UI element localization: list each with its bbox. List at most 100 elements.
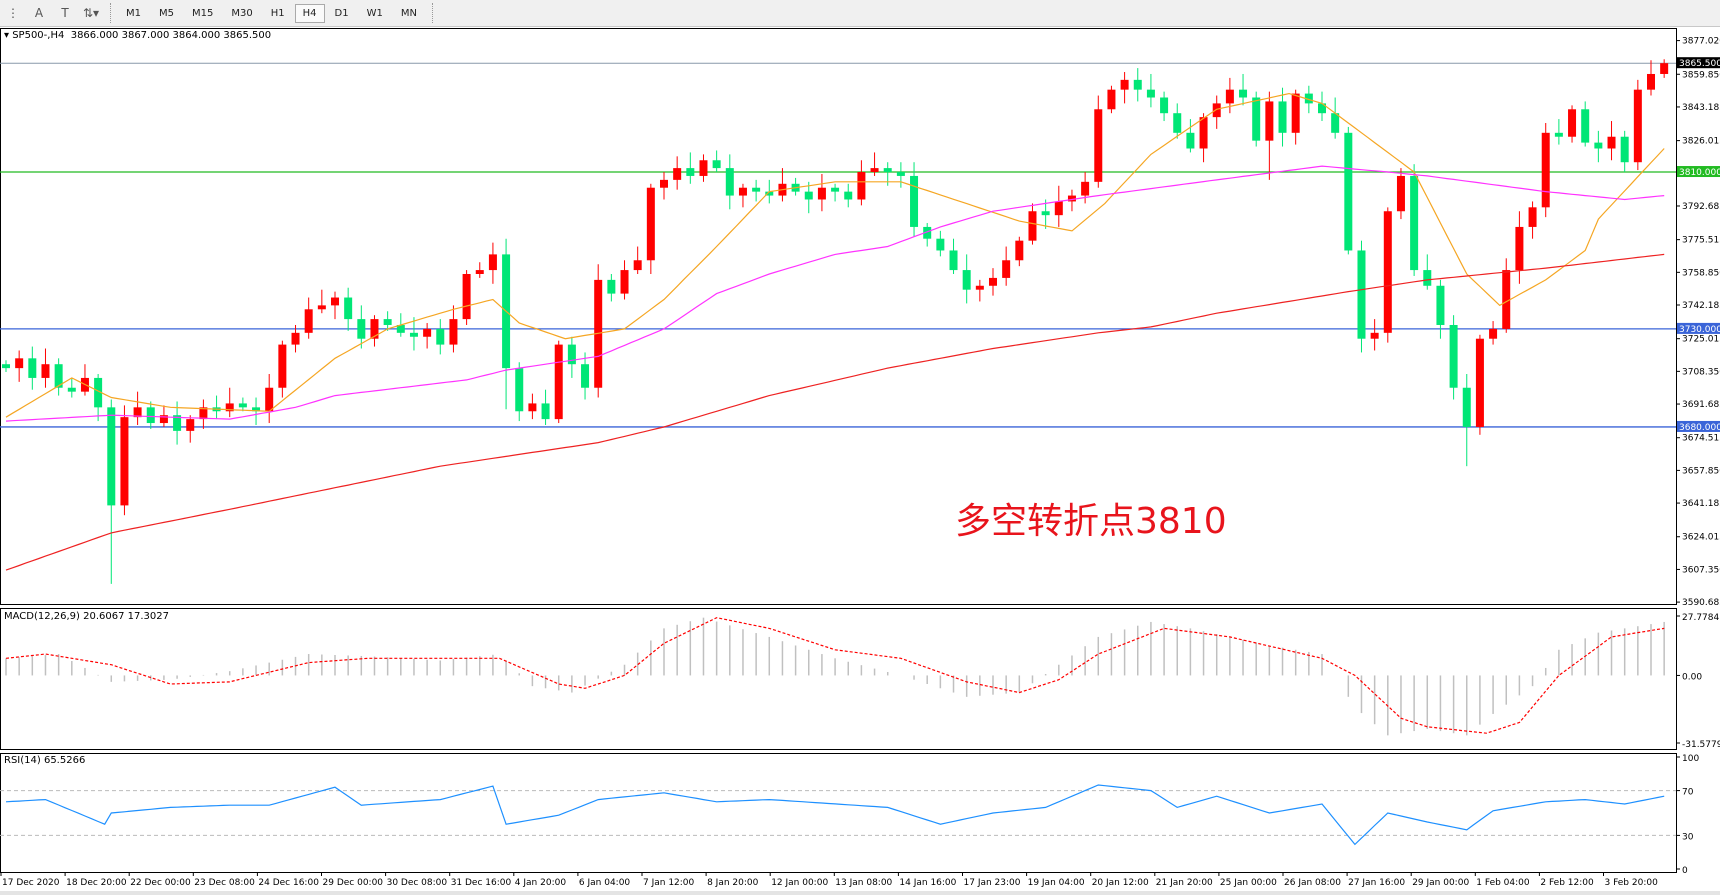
candle: [1528, 201, 1537, 239]
timeframe-mn[interactable]: MN: [400, 7, 417, 19]
macd-signal-line: [5, 617, 1665, 734]
price-tick-label: 3859.850: [1682, 70, 1720, 80]
candle-body: [1186, 132, 1195, 149]
time-tick-label: 17 Jan 23:00: [964, 878, 1021, 888]
time-tick-label: 23 Dec 08:00: [194, 878, 255, 888]
candle-body: [1081, 181, 1090, 196]
candle-body: [173, 415, 182, 431]
candle: [357, 305, 366, 349]
candle: [962, 254, 971, 304]
price-tick-label: 3708.350: [1682, 367, 1720, 377]
candle: [1581, 101, 1590, 147]
pane-frame-1: [0, 608, 1677, 750]
candle: [936, 230, 945, 257]
candle: [554, 340, 563, 424]
time-tick-label: 19 Jan 04:00: [1028, 878, 1085, 888]
candle: [1067, 189, 1076, 212]
candle-body: [554, 344, 563, 420]
candle: [475, 262, 484, 278]
candle: [725, 154, 734, 210]
timeframe-h1[interactable]: H1: [270, 7, 285, 19]
candle: [107, 399, 116, 584]
candle: [449, 305, 458, 353]
candle: [1278, 87, 1287, 147]
candle: [870, 152, 879, 176]
candle: [2, 360, 10, 373]
candle-body: [923, 226, 932, 239]
candle: [633, 246, 642, 274]
toolbar: ⋮ A T ⇅▾ M1 M5 M15 M30 H1 H4 D1 W1 MN: [0, 0, 1720, 27]
arrows-icon[interactable]: ⇅▾: [82, 6, 100, 20]
candle-body: [133, 407, 142, 418]
price-chart[interactable]: 3877.020 3859.850 3843.185 3826.015 3792.685…: [0, 27, 1720, 895]
timeframe-w1[interactable]: W1: [366, 7, 383, 19]
candle-body: [1489, 328, 1498, 339]
timeframe-m30[interactable]: M30: [231, 7, 253, 19]
candle-body: [370, 319, 379, 339]
rsi-label: RSI(14) 65.5266: [4, 755, 86, 766]
candle: [80, 364, 89, 396]
time-tick-label: 20 Jan 12:00: [1092, 878, 1149, 888]
candle: [331, 291, 339, 320]
candle-body: [225, 403, 234, 412]
price-tick-label: 3725.015: [1682, 335, 1720, 345]
text-label-icon[interactable]: T: [61, 6, 69, 20]
candle-body: [396, 324, 405, 333]
candle-body: [1173, 113, 1182, 133]
candle: [1107, 85, 1116, 114]
timeframe-h4[interactable]: H4: [294, 3, 325, 23]
candle-body: [620, 270, 629, 294]
timeframe-d1[interactable]: D1: [334, 7, 349, 19]
candle: [173, 401, 182, 445]
candle-body: [252, 407, 261, 412]
candle: [1081, 172, 1090, 204]
candle-body: [607, 279, 616, 294]
candle-body: [1541, 132, 1550, 208]
ma-fast-line: [5, 92, 1665, 418]
candle-body: [186, 419, 195, 431]
line-studies-icon[interactable]: ⋮: [7, 6, 19, 20]
candle: [1239, 73, 1248, 106]
candle: [436, 319, 445, 355]
time-tick-label: 26 Jan 08:00: [1284, 878, 1341, 888]
candle: [186, 415, 195, 443]
text-A-icon[interactable]: A: [34, 6, 44, 20]
candle: [304, 297, 313, 339]
candle: [199, 399, 208, 429]
candle: [541, 389, 550, 425]
candle-body: [1620, 136, 1629, 163]
candle-body: [765, 191, 774, 196]
candle: [1462, 374, 1471, 467]
candle: [1133, 68, 1142, 102]
candle-body: [633, 260, 642, 271]
candle-body: [436, 328, 445, 345]
candle: [1291, 89, 1300, 145]
candle-body: [1015, 240, 1024, 261]
candle: [1396, 168, 1405, 220]
candle-body: [581, 364, 590, 388]
current-price-label: 3865.500: [1679, 59, 1720, 69]
level-tag: [1677, 166, 1720, 178]
timeframe-m5[interactable]: M5: [159, 7, 174, 19]
candle: [370, 315, 379, 347]
time-tick-label: 18 Dec 20:00: [66, 878, 127, 888]
candle: [778, 168, 787, 202]
timeframe-m1[interactable]: M1: [126, 7, 141, 19]
candle: [133, 391, 142, 425]
candle: [15, 350, 24, 382]
candle-body: [831, 187, 840, 192]
candle: [1383, 207, 1392, 343]
candle: [67, 377, 76, 398]
candle: [1002, 246, 1011, 286]
price-tick-label: 3657.850: [1682, 466, 1720, 476]
timeframe-m15[interactable]: M15: [192, 7, 214, 19]
candle-body: [725, 168, 734, 196]
candle-body: [1581, 109, 1590, 143]
candle: [989, 268, 997, 296]
candle-body: [817, 187, 826, 200]
candle-body: [1502, 270, 1511, 329]
time-tick-label: 24 Dec 16:00: [258, 878, 319, 888]
price-tick-label: 3624.015: [1682, 533, 1720, 543]
candle-body: [660, 179, 668, 188]
candle-body: [1002, 260, 1011, 278]
